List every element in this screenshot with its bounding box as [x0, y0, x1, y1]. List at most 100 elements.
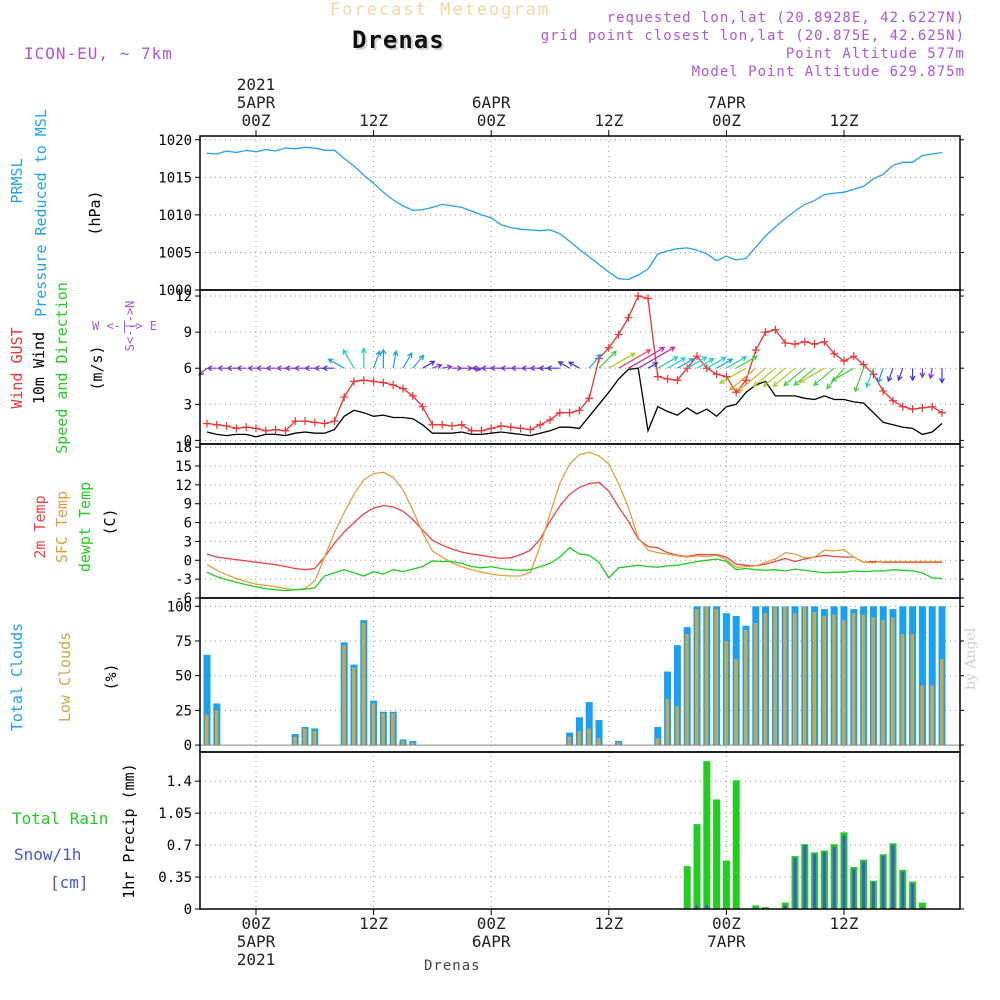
wind-arrow [392, 349, 399, 369]
snow-bar [803, 845, 807, 909]
y-tick-label: 6 [184, 516, 192, 532]
low-cloud-bar [361, 622, 366, 746]
low-cloud-bar [381, 713, 385, 746]
low-cloud-bar [567, 736, 572, 746]
y-tick-label: 9 [184, 497, 192, 513]
series-line-sfc-temp [206, 451, 942, 591]
total-clouds-label: Total Clouds [8, 623, 26, 731]
y-tick-label: 1020 [158, 133, 192, 149]
gust-marker [634, 292, 643, 301]
low-cloud-bar [812, 611, 817, 746]
low-cloud-bar [342, 645, 346, 746]
gust-marker [350, 377, 358, 386]
gust-marker [693, 352, 701, 361]
low-cloud-bar [802, 606, 807, 746]
wind-arrow [798, 367, 825, 383]
snow-bar [891, 845, 895, 909]
compass-west-east: W <-|-> E [92, 319, 157, 333]
footer-station: Drenas [424, 958, 481, 974]
snow-bar [783, 905, 787, 909]
wind-arrow [588, 353, 602, 369]
total-rain-label: Total Rain [12, 809, 108, 828]
wind-arrow [939, 368, 945, 384]
wind-arrow [647, 362, 659, 369]
gust-marker [791, 340, 799, 349]
rain-bar [918, 902, 926, 909]
y-tick-label: 12 [175, 478, 192, 494]
wind-arrow [557, 361, 570, 369]
y-tick-label: 0.7 [167, 838, 192, 854]
wind-arrow [432, 363, 443, 370]
wind-arrow [706, 356, 727, 369]
snow-bar [695, 905, 699, 909]
clouds-unit: (%) [102, 663, 120, 690]
time-label-bottom: 12Z [830, 914, 859, 933]
gust-marker [399, 384, 407, 393]
total-cloud-bar [654, 727, 662, 746]
gust-marker [340, 393, 349, 402]
gust-marker [938, 408, 946, 417]
wind-arrow [657, 356, 679, 369]
wind-arrow [729, 367, 757, 391]
gust-marker [506, 423, 515, 432]
wind-arrow [735, 355, 759, 369]
gust-marker [585, 394, 594, 403]
wind-arrow [275, 365, 286, 372]
gust-marker [418, 402, 427, 411]
gust-marker [359, 376, 368, 385]
low-cloud-bar [881, 620, 885, 746]
y-tick-label: 6 [184, 361, 192, 377]
temp-unit: (C) [101, 508, 119, 535]
precip-ylabel: 1hr Precip (mm) [120, 763, 138, 898]
series-line-dewpt-temp [206, 546, 943, 592]
wind-arrow [897, 367, 904, 382]
low-cloud-bar [410, 742, 415, 746]
wind-arrow [628, 346, 666, 369]
snow-bar [822, 852, 826, 909]
wind-arrow [471, 365, 482, 372]
snow-bar [813, 854, 817, 909]
gust-marker [212, 420, 221, 429]
low-cloud-bar [577, 731, 581, 746]
gust-marker [330, 417, 339, 426]
time-label-bottom: 00Z [712, 914, 741, 933]
wind-arrow [321, 365, 335, 372]
low-cloud-bar [352, 667, 356, 746]
gust-marker [232, 424, 241, 433]
low-cloud-bar [655, 738, 660, 746]
panel-temperature: -6 -3 0 3 6 9 12 15 18 [175, 440, 964, 607]
snow-bar [852, 868, 856, 909]
wind-arrow [865, 367, 874, 388]
snow-bar [881, 856, 885, 909]
low-cloud-bar [900, 634, 905, 746]
gust-marker [203, 419, 211, 428]
panel-frame [199, 135, 961, 291]
pressure-label-prmsl: PRMSL [8, 158, 26, 203]
snow-bar [793, 857, 797, 909]
wind-arrow [327, 358, 345, 369]
low-cloud-bar [793, 613, 797, 746]
low-cloud-bar [704, 606, 709, 746]
time-label-bottom: 5APR [237, 932, 276, 951]
time-label-bottom: 7APR [707, 932, 746, 951]
y-tick-label: 15 [175, 459, 192, 475]
gust-marker [565, 408, 574, 417]
gust-marker [712, 370, 721, 379]
wind-arrow [293, 365, 305, 372]
panel-frame [199, 289, 961, 445]
snow-label: Snow/1h [14, 845, 81, 864]
time-label-top: 12Z [830, 111, 859, 130]
time-label-top: 12Z [359, 111, 388, 130]
wind-arrow [919, 368, 926, 379]
wind-arrow [265, 365, 276, 372]
point-altitude: Point Altitude 577m [785, 46, 965, 62]
snow-unit: [cm] [50, 873, 89, 892]
low-cloud-bar [695, 609, 699, 746]
y-tick-label: 0 [184, 738, 192, 754]
y-tick-label: 75 [175, 634, 192, 650]
low-cloud-bar [724, 641, 728, 746]
rain-bar [762, 907, 770, 909]
wind-arrow [928, 368, 935, 380]
y-tick-label: -6 [175, 591, 192, 607]
